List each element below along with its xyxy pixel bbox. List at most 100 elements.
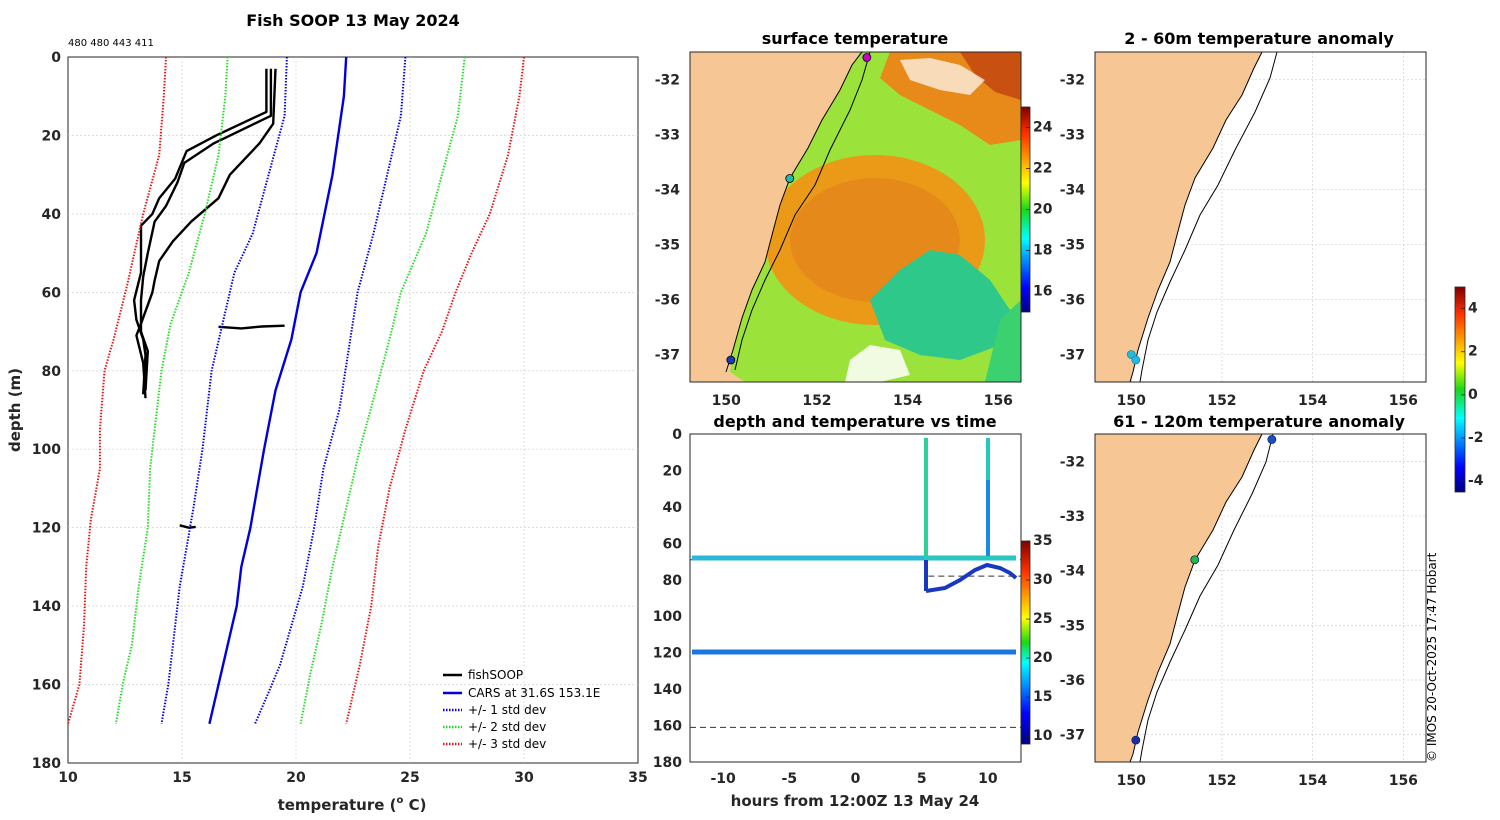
land-mask <box>690 52 860 382</box>
cool-water-southeast <box>985 300 1021 382</box>
colorbar-tick-label: 2 <box>1468 344 1478 360</box>
anomaly-shallow-title: 2 - 60m temperature anomaly <box>1124 29 1394 48</box>
time-tick-label: 5 <box>917 771 927 787</box>
colorbar-tick-label: 24 <box>1033 120 1053 136</box>
colorbar-tick-label: 15 <box>1033 689 1052 705</box>
anomaly-deep-map <box>1095 434 1274 762</box>
anomaly-shallow-coastline <box>1129 52 1263 382</box>
colorbar-tick-label: 16 <box>1033 284 1052 300</box>
profile-title: Fish SOOP 13 May 2024 <box>246 11 460 30</box>
lon-tick-label: 152 <box>802 393 831 409</box>
anomaly-deep-frame <box>1094 433 1427 763</box>
lon-tick-label: 152 <box>1207 773 1236 789</box>
series-line <box>160 56 288 724</box>
legend-label-std3: +/- 3 std dev <box>468 737 546 751</box>
station-marker <box>862 53 872 62</box>
surface-colorbar-ticks: 16 18 20 22 24 <box>1026 120 1053 300</box>
anomaly-shallow-markers <box>1126 350 1141 365</box>
credit-text: © IMOS 20-Oct-2025 17:47 Hobart <box>1425 552 1439 762</box>
lon-tick-label: 150 <box>1117 393 1146 409</box>
lon-tick-label: 156 <box>1389 393 1418 409</box>
lat-tick-label: -36 <box>655 293 680 309</box>
series-line <box>179 524 196 529</box>
lat-tick-label: -33 <box>1060 509 1085 525</box>
lon-tick-label: 150 <box>1117 773 1146 789</box>
surface-map-title: surface temperature <box>762 29 949 48</box>
anomaly-deep-markers <box>1131 435 1277 745</box>
station-marker <box>1131 355 1141 365</box>
y-tick-label: 80 <box>42 364 62 380</box>
shelf-contour <box>734 52 871 371</box>
hot-sst-northeast <box>960 52 1021 100</box>
depth-tick-label: 160 <box>653 719 682 735</box>
legend-label-std2: +/- 2 std dev <box>468 720 546 734</box>
anomaly-shallow-ticks: 150 152 154 156 -32 -33 -34 -35 -36 -37 <box>1060 73 1418 410</box>
profile-ylabel: depth (m) <box>6 368 24 452</box>
station-marker <box>726 355 736 365</box>
depth-tick-label: 80 <box>663 573 683 589</box>
anomaly-deep-panel: 61 - 120m temperature anomaly 150 152 154 1… <box>1060 412 1427 789</box>
anomaly-colorbar-ticks: 4 2 0 -2 -4 <box>1461 301 1484 489</box>
y-tick-label: 0 <box>51 50 61 66</box>
y-tick-label: 120 <box>32 521 61 537</box>
timeseries-xlabel: hours from 12:00Z 13 May 24 <box>731 792 980 810</box>
profile-panel: Fish SOOP 13 May 2024 480 480 443 411 10… <box>6 11 648 814</box>
x-tick-label: 20 <box>286 770 306 786</box>
station-marker <box>785 174 795 183</box>
time-tick-label: -10 <box>710 771 736 787</box>
timeseries-title: depth and temperature vs time <box>713 412 996 431</box>
timeseries-colorbar <box>1020 540 1031 745</box>
lon-tick-label: 156 <box>984 393 1013 409</box>
time-tick-label: 0 <box>851 771 861 787</box>
anomaly-shallow-panel: 2 - 60m temperature anomaly 150 152 154 156… <box>1060 29 1427 410</box>
lon-tick-label: 156 <box>1389 773 1418 789</box>
x-tick-label: 35 <box>628 770 647 786</box>
probe-ids: 480 480 443 411 <box>68 38 154 49</box>
lat-tick-label: -34 <box>655 183 681 199</box>
surface-map-image <box>690 52 1021 382</box>
legend-label-fishsoop: fishSOOP <box>468 668 523 682</box>
lon-tick-label: 152 <box>1207 393 1236 409</box>
station-marker <box>1131 735 1141 745</box>
lat-tick-label: -36 <box>1060 673 1085 689</box>
colorbar-tick-label: 10 <box>1033 728 1053 744</box>
lat-tick-label: -37 <box>1060 348 1085 364</box>
series-line <box>114 56 229 724</box>
surface-map-panel: surface temperature 150 152 154 156 -32 -33 -3… <box>655 29 1053 409</box>
profile-xlabel-tail: C) <box>403 796 426 814</box>
anomaly-deep-ticks: 150 152 154 156 -32 -33 -34 -35 -36 -37 <box>1060 454 1418 789</box>
anomaly-shallow-frame <box>1094 51 1427 383</box>
depth-tick-label: 120 <box>653 646 682 662</box>
cloud-gap-north <box>900 58 985 95</box>
lat-tick-label: -36 <box>1060 293 1085 309</box>
profile-ticks: 10 15 20 25 30 35 0 20 40 60 80 100 120 140 160 180 <box>32 50 648 786</box>
lat-tick-label: -37 <box>655 348 680 364</box>
depth-tick-label: 0 <box>672 427 682 443</box>
anomaly-deep-title: 61 - 120m temperature anomaly <box>1113 412 1405 431</box>
colorbar-tick-label: 30 <box>1033 572 1053 588</box>
colorbar-tick-label: 22 <box>1033 161 1052 177</box>
timeseries-data <box>692 438 1018 655</box>
colorbar-tick-label: -2 <box>1468 430 1484 446</box>
profile-grid <box>68 57 638 763</box>
timeseries-colorbar-ticks: 10 15 20 25 30 35 <box>1026 533 1053 744</box>
y-tick-label: 60 <box>42 285 62 301</box>
lat-tick-label: -35 <box>655 238 680 254</box>
y-tick-label: 20 <box>42 128 62 144</box>
profile-axes-frame <box>67 56 639 764</box>
anomaly-shallow-contour <box>1139 52 1278 382</box>
depth-tick-label: 20 <box>663 463 683 479</box>
y-tick-label: 100 <box>32 442 61 458</box>
series-line <box>135 68 277 399</box>
y-tick-label: 140 <box>32 599 61 615</box>
depth-tick-label: 140 <box>653 682 682 698</box>
station-marker <box>1267 435 1277 444</box>
profile-lines <box>67 56 525 725</box>
time-tick-label: -5 <box>782 771 798 787</box>
legend-label-cars: CARS at 31.6S 153.1E <box>468 686 600 700</box>
series-line <box>139 68 273 391</box>
x-tick-label: 15 <box>172 770 191 786</box>
lon-tick-label: 154 <box>1298 393 1327 409</box>
